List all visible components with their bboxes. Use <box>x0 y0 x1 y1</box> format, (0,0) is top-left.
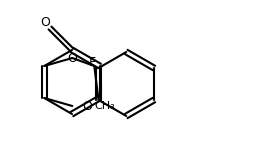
Text: CH₃: CH₃ <box>94 101 115 111</box>
Text: O: O <box>82 100 92 113</box>
Text: O: O <box>67 51 77 65</box>
Text: F: F <box>89 57 96 70</box>
Text: O: O <box>40 16 50 30</box>
